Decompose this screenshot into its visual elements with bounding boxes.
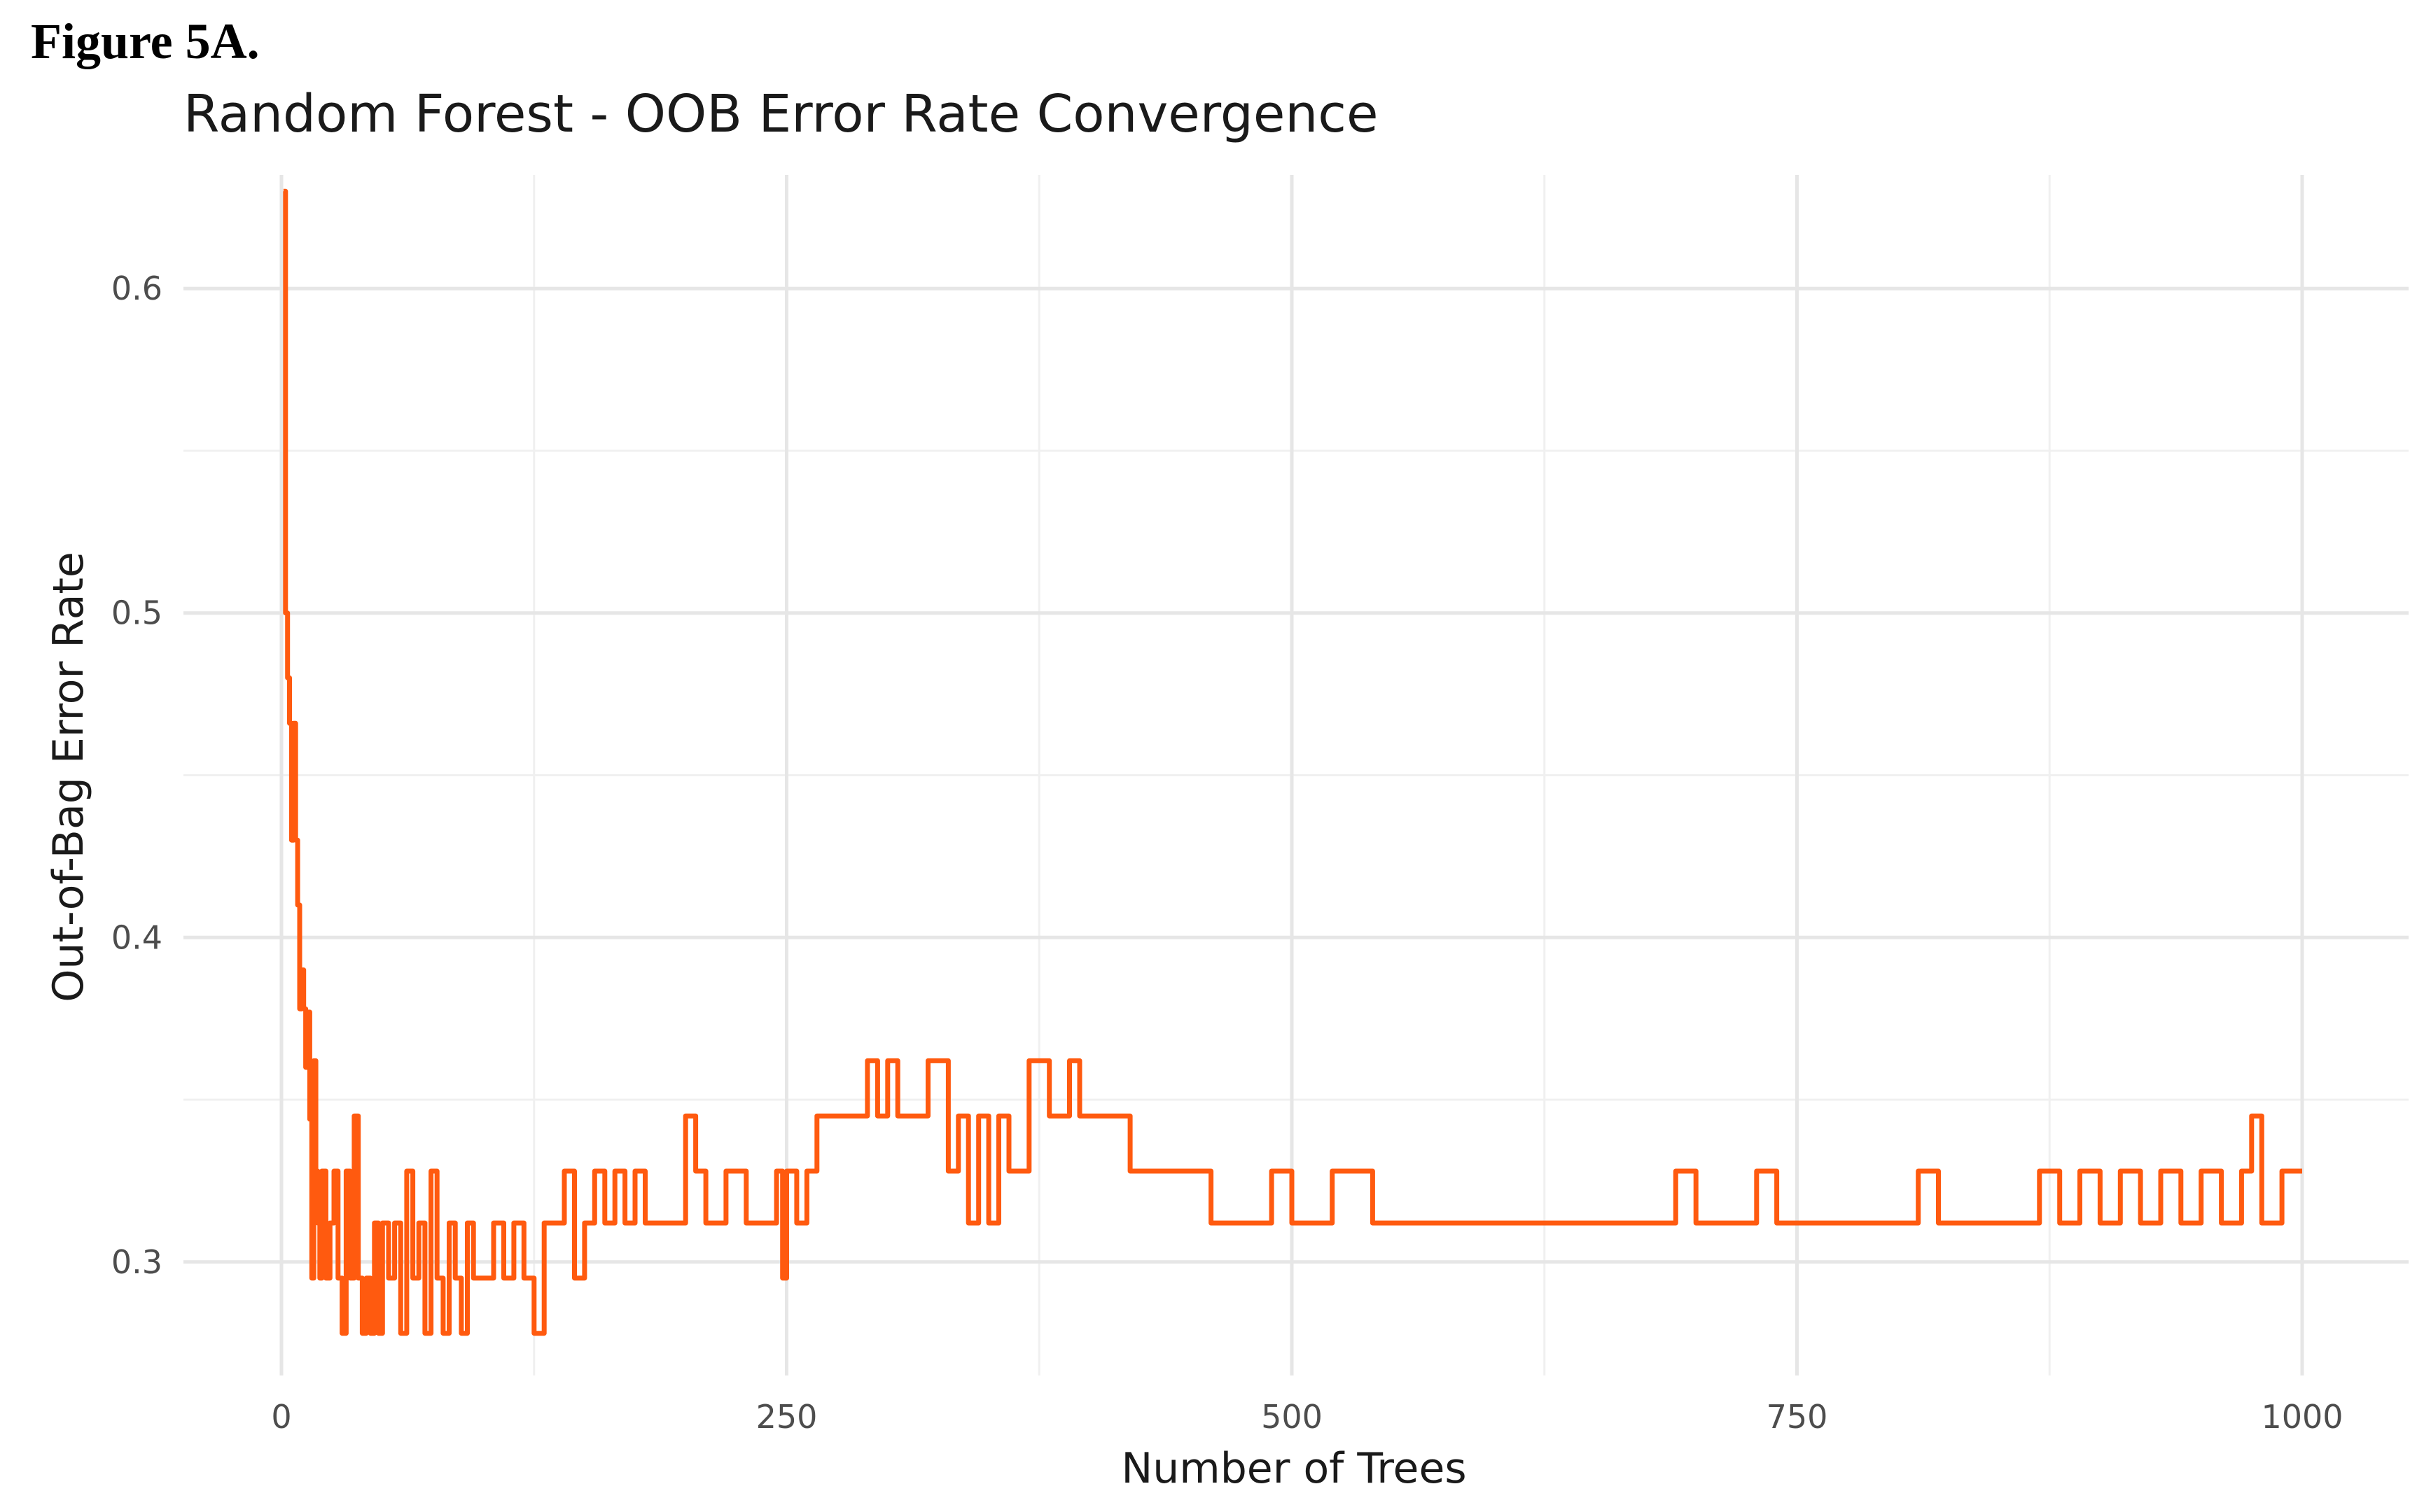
y-axis-title: Out-of-Bag Error Rate: [44, 552, 93, 1002]
x-tick-label: 1000: [2261, 1398, 2343, 1436]
series-layer: [283, 188, 2302, 1336]
tick-layer: 0 250 500 750 1000 0.3 0.4 0.5 0.6: [111, 270, 2343, 1436]
grid-layer: [183, 175, 2409, 1376]
x-tick-label: 250: [756, 1398, 818, 1436]
x-tick-label: 500: [1261, 1398, 1323, 1436]
y-tick-label: 0.6: [111, 270, 162, 307]
x-axis-title: Number of Trees: [1121, 1444, 1466, 1493]
x-tick-label: 750: [1767, 1398, 1828, 1436]
x-tick-label: 0: [271, 1398, 291, 1436]
figure-label: Figure 5A.: [31, 13, 260, 69]
y-tick-label: 0.5: [111, 594, 162, 632]
y-tick-label: 0.4: [111, 918, 162, 956]
y-tick-label: 0.3: [111, 1243, 162, 1281]
chart-title: Random Forest - OOB Error Rate Convergen…: [183, 84, 1379, 144]
oob-error-line: [283, 188, 2302, 1336]
